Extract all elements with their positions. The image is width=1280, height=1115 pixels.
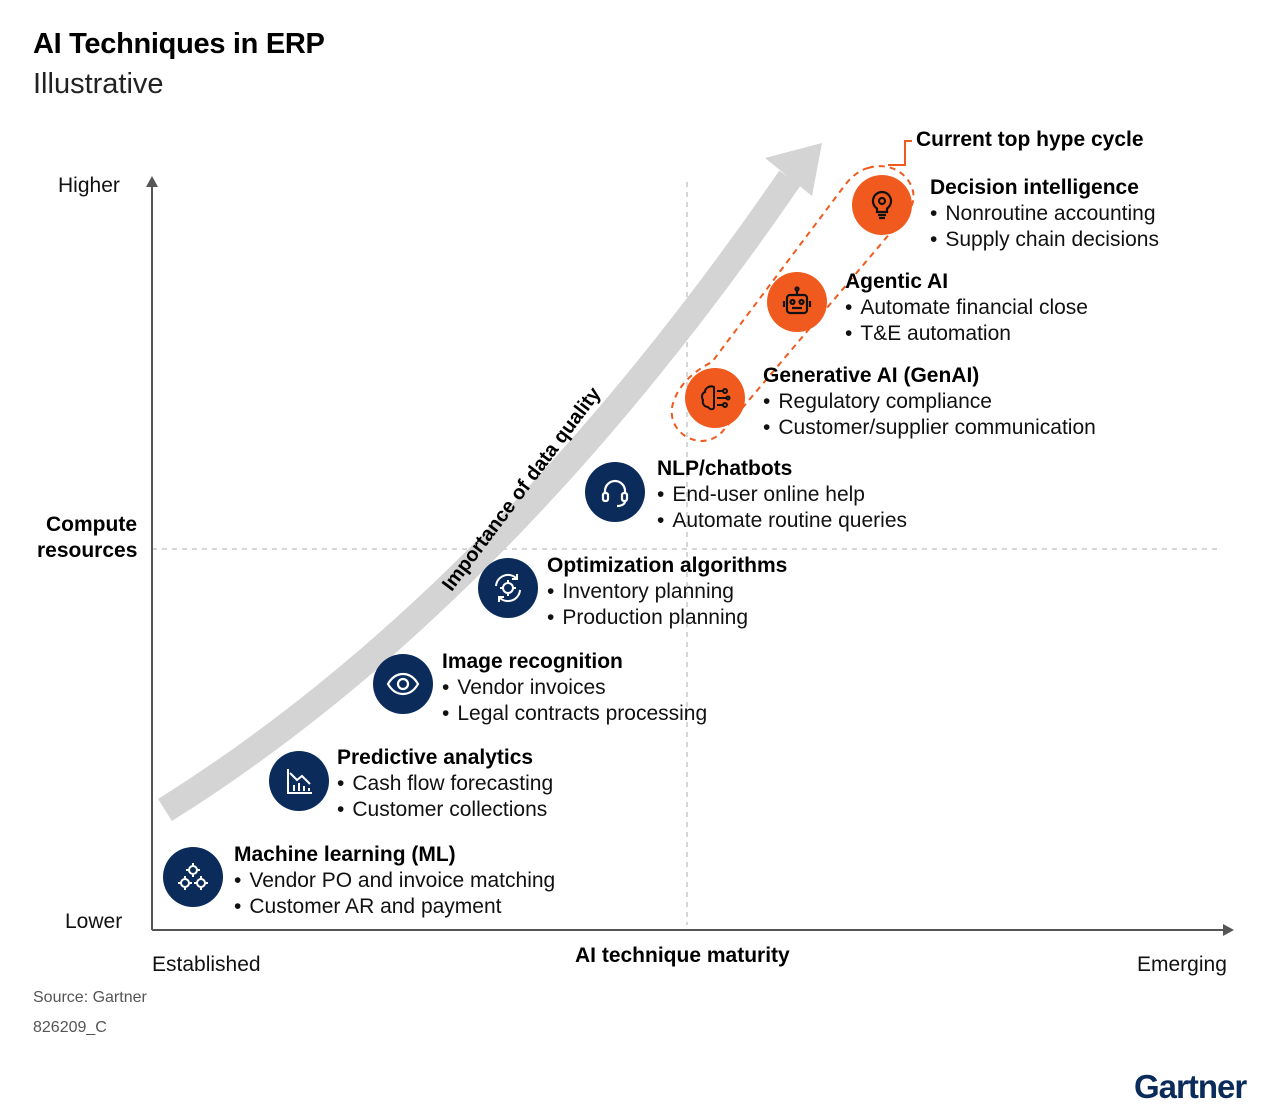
technique-name: NLP/chatbots [657, 457, 793, 480]
technique-bullet: Customer/supplier communication [763, 415, 1095, 441]
y-axis-title: Compute resources [37, 512, 137, 564]
technique-name: Generative AI (GenAI) [763, 364, 980, 387]
technique-bullet: Vendor PO and invoice matching [234, 868, 555, 894]
y-axis-title-line-2: resources [37, 539, 138, 562]
data-quality-arrowhead [765, 143, 822, 196]
gartner-logo: Gartner [1134, 1068, 1247, 1105]
headset-icon [585, 462, 645, 522]
technique-bullet: Automate financial close [845, 295, 1088, 321]
technique-bullet: Automate routine queries [657, 508, 907, 534]
page-subtitle: Illustrative [33, 68, 164, 100]
technique-name: Agentic AI [845, 270, 949, 293]
x-axis-right-label: Emerging [1137, 953, 1227, 976]
gears-icon [163, 847, 223, 907]
technique-bullet: Supply chain decisions [930, 227, 1159, 253]
technique-bullet: Customer AR and payment [234, 894, 555, 920]
technique-bullet: Production planning [547, 605, 787, 631]
eye-icon [373, 654, 433, 714]
technique-name: Optimization algorithms [547, 554, 788, 577]
technique-name: Decision intelligence [930, 176, 1139, 199]
source-note: Source: Gartner [33, 989, 147, 1006]
technique-bullet: End-user online help [657, 482, 907, 508]
technique-bullet: Vendor invoices [442, 675, 707, 701]
y-axis-title-line-1: Compute [46, 513, 137, 536]
robot-icon [767, 272, 827, 332]
x-axis-left-label: Established [152, 953, 261, 976]
technique-bullet: Regulatory compliance [763, 389, 1096, 415]
technique-bullet: Nonroutine accounting [930, 201, 1159, 227]
gear-cycle-icon [478, 558, 538, 618]
technique-bullet: Cash flow forecasting [337, 771, 553, 797]
brain-circuit-icon [685, 368, 745, 428]
hype-connector [888, 140, 912, 166]
y-axis-bottom-label: Lower [65, 910, 123, 933]
technique-bullet: T&E automation [845, 321, 1088, 347]
technique-name: Image recognition [442, 650, 623, 673]
x-axis-arrowhead [1223, 924, 1234, 936]
technique-bullet: Inventory planning [547, 579, 787, 605]
hype-cycle-label: Current top hype cycle [916, 128, 1144, 151]
lightbulb-icon [852, 175, 912, 235]
technique-name: Machine learning (ML) [234, 843, 456, 866]
figure-code: 826209_C [33, 1019, 107, 1036]
data-quality-arrow [158, 170, 801, 822]
y-axis-arrowhead [146, 176, 158, 187]
x-axis-title: AI technique maturity [575, 944, 790, 967]
chart-trend-icon [269, 751, 329, 811]
technique-bullet: Customer collections [337, 797, 553, 823]
y-axis-top-label: Higher [58, 174, 120, 197]
technique-name: Predictive analytics [337, 746, 534, 769]
page-title: AI Techniques in ERP [33, 28, 325, 60]
technique-bullet: Legal contracts processing [442, 701, 707, 727]
hype-outline [670, 165, 915, 442]
